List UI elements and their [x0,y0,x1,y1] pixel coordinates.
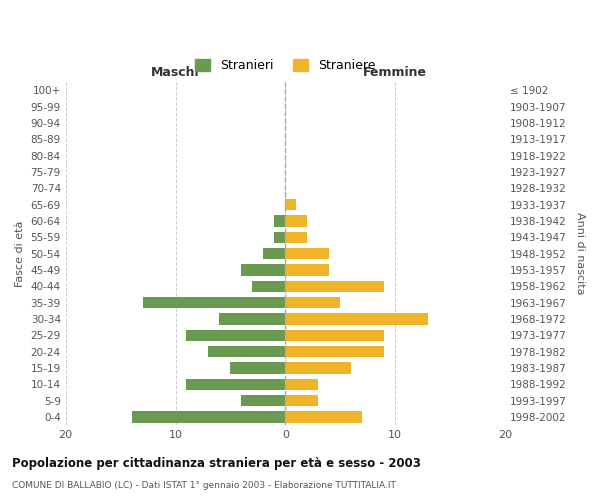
Text: Popolazione per cittadinanza straniera per età e sesso - 2003: Popolazione per cittadinanza straniera p… [12,457,421,470]
Bar [220,314,286,324]
Bar [286,378,319,390]
Bar [286,232,307,243]
Bar [230,362,286,374]
Bar [286,362,351,374]
Y-axis label: Anni di nascita: Anni di nascita [575,212,585,295]
Bar [286,248,329,260]
Text: COMUNE DI BALLABIO (LC) - Dati ISTAT 1° gennaio 2003 - Elaborazione TUTTITALIA.I: COMUNE DI BALLABIO (LC) - Dati ISTAT 1° … [12,481,396,490]
Bar [187,378,286,390]
Bar [241,395,286,406]
Bar [263,248,286,260]
Bar [286,264,329,276]
Bar [286,314,428,324]
Bar [286,280,384,292]
Bar [241,264,286,276]
Bar [286,346,384,358]
Legend: Stranieri, Straniere: Stranieri, Straniere [190,54,380,77]
Bar [286,330,384,341]
Bar [274,232,286,243]
Bar [143,297,286,308]
Bar [187,330,286,341]
Y-axis label: Fasce di età: Fasce di età [15,220,25,287]
Bar [253,280,286,292]
Bar [208,346,286,358]
Bar [286,216,307,227]
Bar [286,395,319,406]
Text: Femmine: Femmine [363,66,427,79]
Bar [274,216,286,227]
Bar [286,412,362,422]
Bar [286,199,296,210]
Bar [131,412,286,422]
Bar [286,297,340,308]
Text: Maschi: Maschi [151,66,200,79]
